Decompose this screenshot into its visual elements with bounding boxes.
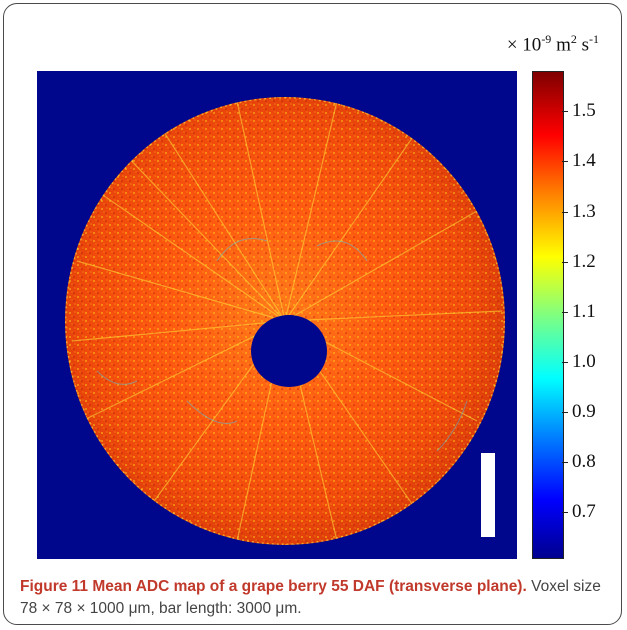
colorbar-tick-label: 0.9 xyxy=(572,401,596,422)
colorbar-tick-label: 1.3 xyxy=(572,201,596,222)
scale-bar xyxy=(481,453,495,537)
grape-berry-cross-section xyxy=(37,71,517,559)
colorbar-tick-label: 1.0 xyxy=(572,351,596,372)
colorbar-tick xyxy=(562,312,568,313)
colorbar-tick xyxy=(562,412,568,413)
colorbar-tick-label: 1.4 xyxy=(572,150,596,171)
colorbar-tick xyxy=(562,262,568,263)
colorbar-tick xyxy=(562,512,568,513)
colorbar-tick xyxy=(562,462,568,463)
figure-caption: Figure 11 Mean ADC map of a grape berry … xyxy=(20,576,610,620)
colorbar-tick xyxy=(562,212,568,213)
colorbar-units: × 10-9 m2 s-1 xyxy=(506,32,599,56)
figure-caption-label: Figure 11 Mean ADC map of a grape berry … xyxy=(20,578,527,595)
colorbar xyxy=(532,71,564,559)
figure-panel: × 10-9 m2 s-1 xyxy=(3,3,622,625)
colorbar-tick-label: 0.7 xyxy=(572,501,596,522)
figure-caption-text: Voxel size 78 × 78 × 1000 μm, bar length… xyxy=(20,578,601,617)
adc-map-image xyxy=(37,71,517,559)
colorbar-tick-label: 1.1 xyxy=(572,301,596,322)
colorbar-tick-label: 0.8 xyxy=(572,451,596,472)
colorbar-tick xyxy=(562,111,568,112)
colorbar-tick xyxy=(562,362,568,363)
colorbar-tick-label: 1.2 xyxy=(572,251,596,272)
colorbar-tick xyxy=(562,161,568,162)
colorbar-tick-label: 1.5 xyxy=(572,100,596,121)
